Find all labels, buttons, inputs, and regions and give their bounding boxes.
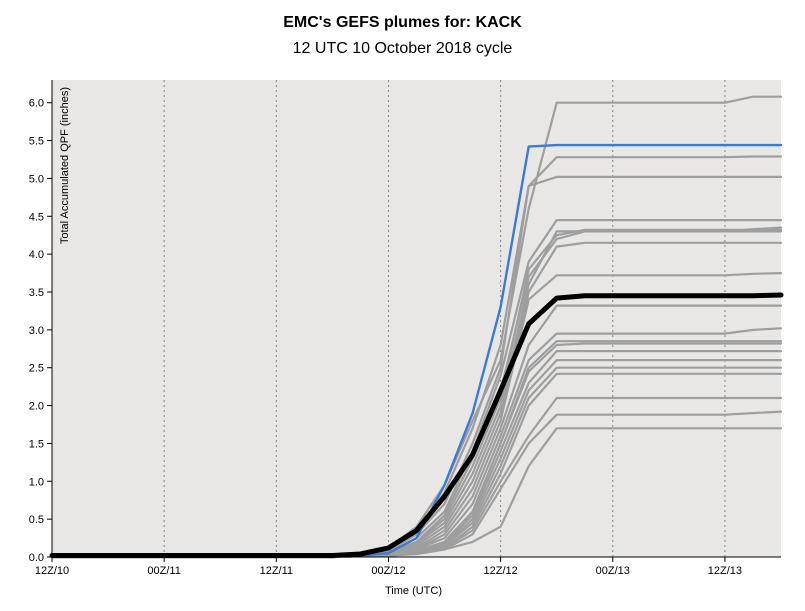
y-tick-label: 1.0 — [29, 476, 44, 488]
y-tick-label: 1.5 — [29, 438, 44, 450]
y-tick-label: 2.0 — [29, 401, 44, 413]
x-tick-label: 00Z/12 — [371, 565, 405, 577]
y-axis-label: Total Accumulated QPF (inches) — [59, 87, 71, 244]
y-tick-label: 3.5 — [29, 287, 44, 299]
x-tick-label: 12Z/13 — [708, 565, 742, 577]
x-tick-label: 00Z/13 — [596, 565, 630, 577]
x-tick-label: 12Z/12 — [483, 565, 517, 577]
y-tick-label: 5.0 — [29, 173, 44, 185]
chart-subtitle: 12 UTC 10 October 2018 cycle — [292, 40, 513, 57]
y-tick-label: 4.5 — [29, 211, 44, 223]
ensemble-mean-line — [49, 292, 784, 558]
axes: 12Z/10 00Z/11 12Z/11 00Z/12 12Z/12 00Z/13 12Z/… — [29, 80, 781, 577]
y-tick-label: 6.0 — [29, 98, 44, 110]
y-tick-label: 0.0 — [29, 552, 44, 564]
x-tick-label: 12Z/11 — [260, 565, 293, 577]
y-tick-label: 3.0 — [29, 325, 44, 337]
x-tick-label: 00Z/11 — [147, 565, 180, 577]
y-tick-label: 2.5 — [29, 363, 44, 375]
y-tick-label: 0.5 — [29, 514, 44, 526]
x-axis-label: Time (UTC) — [385, 585, 442, 597]
chart-title: EMC's GEFS plumes for: KACK — [283, 14, 522, 31]
y-tick-label: 5.5 — [29, 136, 44, 148]
y-tick-label: 4.0 — [29, 249, 44, 261]
x-tick-label: 12Z/10 — [35, 565, 69, 577]
plot-area — [52, 80, 781, 557]
